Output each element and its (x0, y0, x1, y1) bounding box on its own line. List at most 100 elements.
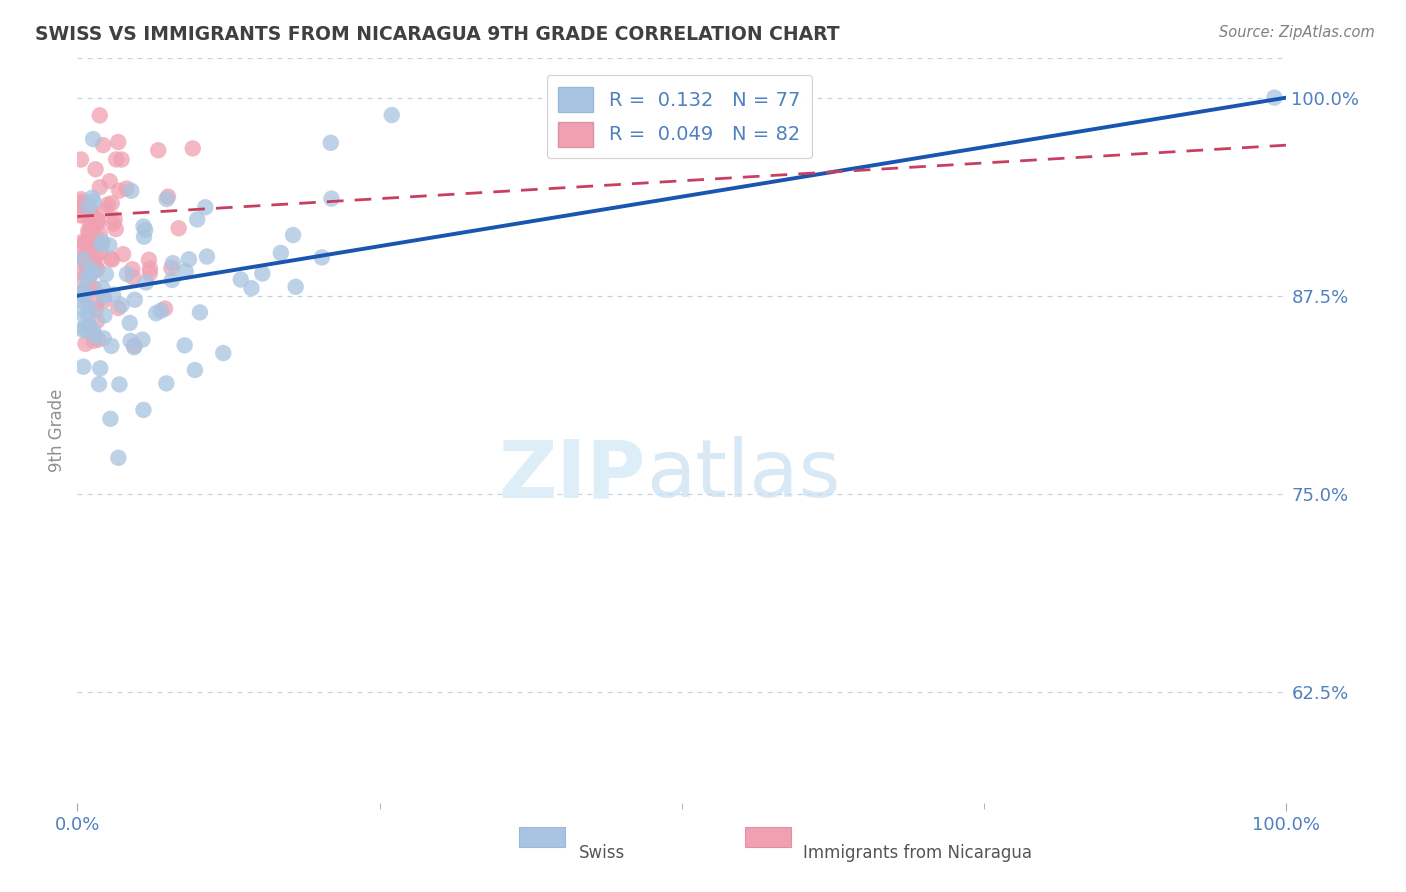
Point (72, 321, 94, 335)
Point (87, 333, 110, 347)
Point (229, 272, 252, 286)
Point (155, 376, 177, 391)
Point (101, 252, 124, 267)
Point (77, 251, 100, 265)
Point (194, 200, 217, 214)
Point (132, 229, 155, 244)
Point (87, 377, 110, 392)
Point (149, 303, 172, 318)
Point (79, 319, 101, 334)
Text: Source: ZipAtlas.com: Source: ZipAtlas.com (1219, 25, 1375, 40)
Point (72, 301, 94, 316)
Point (184, 363, 207, 377)
Point (93, 289, 115, 303)
Point (72, 271, 94, 285)
Point (124, 339, 146, 353)
Point (70, 209, 93, 223)
Point (70, 198, 93, 212)
Point (83, 228, 105, 243)
Legend: R =  0.132   N = 77, R =  0.049   N = 82: R = 0.132 N = 77, R = 0.049 N = 82 (547, 75, 811, 158)
Point (73, 283, 96, 297)
Point (89, 108, 111, 122)
Point (70, 251, 93, 265)
Point (93, 331, 115, 345)
Point (101, 287, 124, 301)
Point (160, 273, 183, 287)
Point (91, 235, 114, 249)
Point (104, 212, 127, 227)
Point (90, 237, 112, 252)
Point (160, 261, 183, 276)
Point (240, 281, 263, 295)
Point (281, 227, 304, 242)
Point (103, 217, 125, 231)
Point (167, 221, 190, 235)
Point (321, 192, 343, 206)
Point (86, 213, 108, 227)
Point (94, 202, 117, 217)
Point (188, 305, 211, 319)
Point (89, 180, 111, 194)
Point (91, 138, 114, 153)
Point (122, 270, 145, 285)
Point (80, 265, 103, 279)
Point (80, 211, 103, 226)
Point (86, 262, 108, 277)
Point (94, 268, 117, 282)
Point (108, 377, 131, 392)
Point (118, 316, 141, 330)
Point (93, 309, 115, 323)
Point (75, 336, 97, 351)
Point (75, 235, 97, 250)
Point (156, 192, 179, 206)
Point (77, 308, 100, 322)
Point (82, 233, 104, 247)
Point (79, 301, 101, 315)
Point (181, 141, 204, 155)
Point (84, 302, 107, 317)
Point (124, 293, 146, 307)
Point (132, 219, 155, 234)
Point (1263, 90, 1285, 104)
Text: atlas: atlas (645, 436, 839, 514)
Point (98, 174, 121, 188)
Point (270, 246, 292, 260)
Point (82, 194, 104, 209)
Point (82, 324, 104, 338)
Point (72, 289, 94, 303)
Point (100, 196, 122, 211)
Point (89, 361, 111, 376)
Point (77, 320, 100, 334)
Point (70, 153, 93, 167)
Text: Swiss: Swiss (579, 844, 626, 862)
Point (319, 136, 342, 150)
Point (174, 264, 197, 278)
Point (79, 280, 101, 294)
Point (110, 153, 132, 167)
Point (70, 286, 93, 301)
Point (100, 252, 122, 266)
Point (73, 252, 96, 266)
Point (72, 323, 94, 337)
Point (105, 153, 128, 167)
Point (120, 184, 142, 198)
Point (80, 191, 103, 205)
Point (162, 256, 184, 270)
Point (107, 135, 129, 149)
Point (86, 260, 108, 275)
Point (76, 245, 98, 260)
Point (83, 238, 105, 252)
Point (107, 450, 129, 465)
Point (77, 264, 100, 278)
Point (186, 212, 208, 227)
Point (98, 238, 121, 252)
Point (311, 251, 333, 265)
Point (97, 197, 120, 211)
Point (107, 301, 129, 315)
Point (115, 181, 138, 195)
Point (177, 252, 200, 267)
Point (73, 310, 96, 325)
Point (77, 223, 100, 237)
Point (87, 215, 110, 229)
Point (80, 203, 103, 218)
